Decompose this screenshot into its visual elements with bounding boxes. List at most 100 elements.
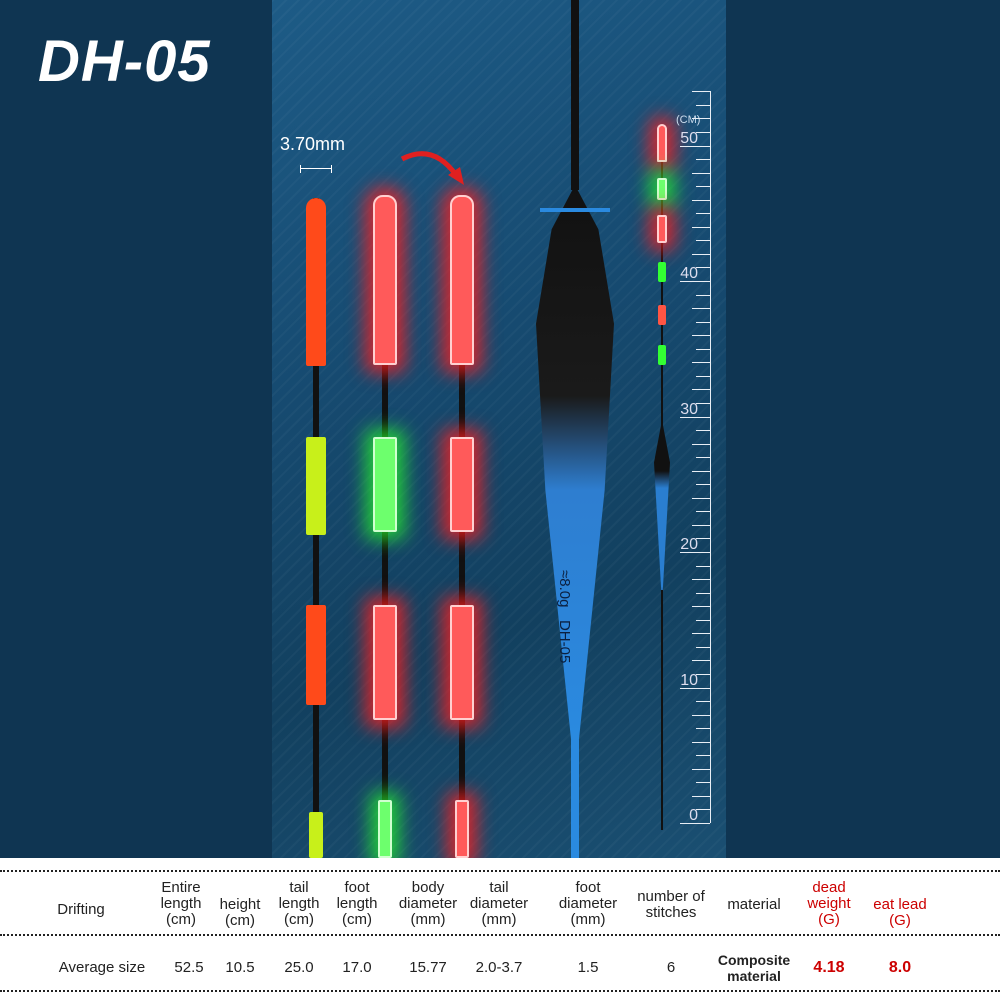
ruler-tick [696, 457, 710, 459]
row-value: 4.18 [813, 959, 845, 976]
ruler-tick [696, 646, 710, 648]
row-value: 2.0-3.7 [475, 959, 523, 976]
ruler-tick [692, 579, 710, 581]
row-value: 15.77 [409, 959, 447, 976]
row-value: 10.5 [225, 959, 255, 976]
row-value: 25.0 [284, 959, 314, 976]
ruler-tick [696, 755, 710, 757]
column-unit: (mm) [410, 911, 446, 928]
ruler-tick [696, 619, 710, 621]
ruler-tick [696, 240, 710, 242]
ruler-tick [692, 253, 710, 255]
float-model-print: DH-05 [556, 619, 573, 664]
column-header: foot diameter (mm) [554, 880, 622, 928]
ruler-tick [692, 497, 710, 499]
ruler-tick [696, 565, 710, 567]
ruler-tick [692, 389, 710, 391]
ruler-label: 10 [680, 671, 698, 689]
column-unit: (G) [818, 911, 840, 928]
ruler-tick [696, 267, 710, 269]
column-unit: (mm) [481, 911, 517, 928]
ruler-tick [680, 281, 710, 282]
column-label: body diameter [398, 879, 458, 912]
ruler-tick [696, 321, 710, 323]
ruler-tick [696, 430, 710, 432]
column-label: Entire length [160, 879, 202, 912]
row-value: 52.5 [174, 959, 204, 976]
ruler-tick [696, 782, 710, 784]
ruler-tick [696, 186, 710, 188]
ruler-tick [696, 728, 710, 730]
ruler-tick [696, 809, 710, 811]
ruler-label: 20 [680, 536, 698, 553]
float-print: ≈8.0g DH-05 [556, 570, 573, 663]
ruler-tick [696, 213, 710, 215]
ruler-tick [692, 362, 710, 364]
ruler-tick [692, 741, 710, 743]
column-header: tail length (cm) [273, 880, 325, 928]
ruler-tick [692, 91, 710, 93]
ruler-tick [696, 701, 710, 703]
ruler-tick [692, 199, 710, 201]
row-value: 1.5 [577, 959, 599, 976]
ruler-tick [696, 131, 710, 133]
column-label: tail diameter [469, 879, 529, 912]
column-unit: (cm) [342, 911, 372, 928]
column-header: height (cm) [140, 897, 340, 929]
ruler-tick [696, 375, 710, 377]
ruler-tick [696, 104, 710, 106]
column-header: Entire length (cm) [155, 880, 207, 928]
column-header: material [654, 897, 854, 913]
ruler-unit: (CM) [676, 114, 701, 126]
column-header: tail diameter (mm) [465, 880, 533, 928]
column-header: eat lead (G) [800, 897, 1000, 929]
ruler-tick [696, 294, 710, 296]
ruler-tick [692, 768, 710, 770]
header-row-label: Drifting [57, 901, 105, 918]
column-unit: (cm) [284, 911, 314, 928]
ruler-label: 30 [680, 400, 698, 418]
ruler-tick [692, 226, 710, 228]
ruler-tick [696, 511, 710, 513]
column-unit: (cm) [225, 912, 255, 929]
column-label: eat lead [873, 896, 927, 913]
column-label: tail length [278, 879, 320, 912]
ruler-tick [680, 687, 710, 689]
ruler-tick [696, 538, 710, 540]
column-unit: (G) [889, 912, 911, 929]
ruler-tick [696, 592, 710, 594]
column-header: number of stitches [625, 889, 717, 921]
product-panel [272, 0, 726, 858]
column-header: dead weight (G) [803, 880, 855, 928]
dimension-bar [300, 165, 332, 173]
column-label: material [727, 896, 781, 913]
ruler-tick [692, 633, 710, 635]
ruler-tick [696, 159, 710, 161]
ruler-tick [696, 484, 710, 486]
ruler-tick [692, 308, 710, 310]
row-value: 6 [666, 959, 676, 976]
ruler-tick [692, 606, 710, 608]
row-value: 17.0 [342, 959, 372, 976]
ruler-tick [680, 552, 710, 553]
ruler-tick [692, 118, 710, 120]
ruler-label: 40 [680, 265, 698, 282]
model-title: DH-05 [38, 29, 211, 94]
column-header: foot length (cm) [331, 880, 383, 928]
ruler-tick [696, 673, 710, 675]
column-label: number of stitches [637, 888, 705, 921]
ruler-tick [696, 402, 710, 404]
ruler-tick [692, 443, 710, 445]
column-label: height [219, 896, 261, 913]
column-label: foot length [336, 879, 378, 912]
ruler-label: 0 [689, 807, 698, 824]
tail-diameter-label: 3.70mm [280, 134, 346, 154]
float-weight-print: ≈8.0g [556, 570, 573, 608]
arrow-icon [400, 151, 464, 185]
ruler-tick [692, 470, 710, 472]
row-value: Composite material [717, 952, 791, 984]
column-unit: (mm) [570, 911, 606, 928]
ruler-tick [696, 348, 710, 350]
spec-table: Drifting Entire length (cm) height (cm) tail … [0, 858, 1000, 1000]
ruler-tick [680, 145, 710, 147]
